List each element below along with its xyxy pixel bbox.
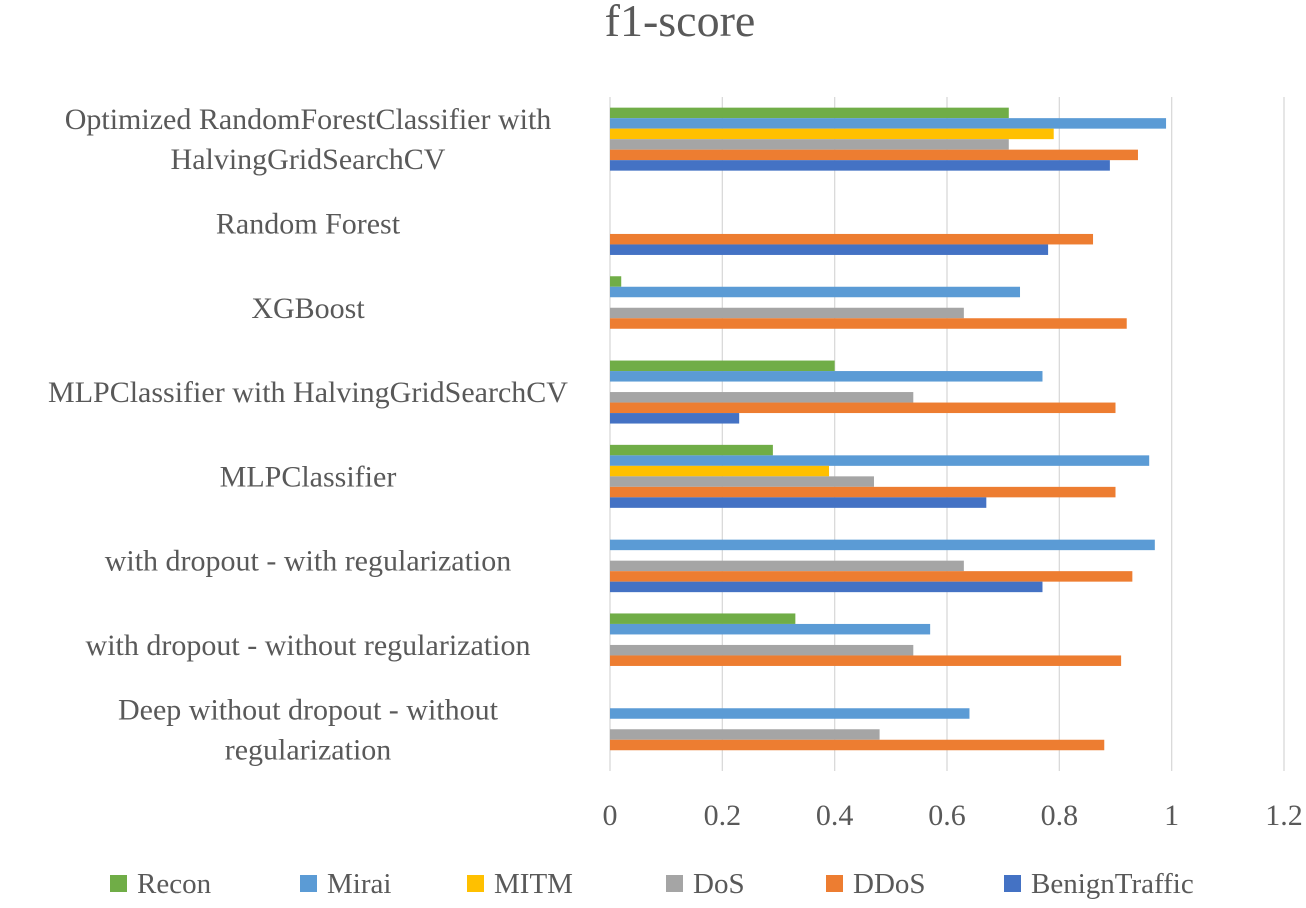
legend: Recon Mirai MITM DoS DDoS BenignTraffic — [110, 868, 1194, 900]
legend-swatch-ddos — [826, 875, 843, 892]
bar-ddos-5 — [610, 486, 1116, 498]
bar-recon-7 — [610, 613, 796, 624]
legend-swatch-dos — [666, 875, 683, 892]
bar-mirai-5 — [610, 455, 1150, 466]
bar-benigntraffic-6 — [610, 581, 1043, 593]
category-label: MLPClassifier — [220, 460, 397, 493]
gridlines — [609, 97, 1285, 771]
bar-recon-1 — [610, 107, 1009, 119]
category-label: with dropout - without regularization — [86, 629, 531, 662]
bar-mitm-1 — [610, 128, 1054, 140]
category-label: XGBoost — [251, 292, 365, 325]
category-label: regularization — [225, 733, 392, 766]
bar-dos-6 — [610, 560, 964, 572]
bar-mitm-5 — [610, 465, 830, 477]
bars — [610, 107, 1167, 751]
bar-dos-4 — [610, 392, 914, 403]
bar-ddos-2 — [610, 233, 1094, 245]
bar-dos-3 — [610, 307, 964, 319]
bar-mirai-4 — [610, 371, 1043, 382]
category-labels: Optimized RandomForestClassifier with Hal… — [48, 103, 568, 766]
x-axis-tick-labels: 0 0.2 0.4 0.6 0.8 1 1.2 — [603, 799, 1303, 832]
legend-label-benigntraffic: BenignTraffic — [1031, 868, 1194, 900]
x-tick-label: 0.6 — [928, 799, 966, 832]
bar-recon-5 — [610, 444, 773, 456]
bar-recon-4 — [610, 360, 835, 372]
bar-dos-1 — [610, 139, 1009, 150]
x-tick-label: 0.8 — [1041, 799, 1079, 832]
bar-benigntraffic-4 — [610, 413, 740, 424]
bar-benigntraffic-5 — [610, 497, 987, 508]
bar-mirai-7 — [610, 623, 931, 635]
bar-benigntraffic-1 — [610, 160, 1110, 171]
x-tick-label: 0 — [603, 799, 618, 832]
bar-ddos-6 — [610, 571, 1133, 582]
category-label: with dropout - with regularization — [105, 545, 512, 578]
legend-swatch-benigntraffic — [1004, 875, 1021, 892]
chart-title: f1-score — [605, 0, 756, 46]
category-label: HalvingGridSearchCV — [171, 143, 446, 176]
bar-benigntraffic-2 — [610, 244, 1049, 255]
x-tick-label: 1 — [1164, 799, 1179, 832]
legend-swatch-recon — [110, 875, 127, 892]
bar-mirai-6 — [610, 539, 1155, 551]
bar-mirai-8 — [610, 708, 970, 719]
bar-recon-3 — [610, 276, 622, 287]
bar-mirai-3 — [610, 286, 1021, 298]
category-label: Deep without dropout - without — [118, 693, 499, 726]
x-tick-label: 1.2 — [1265, 799, 1303, 832]
bar-dos-5 — [610, 476, 874, 487]
bar-ddos-4 — [610, 402, 1116, 414]
category-label: Optimized RandomForestClassifier with — [65, 103, 552, 136]
legend-swatch-mirai — [300, 875, 317, 892]
bar-dos-7 — [610, 644, 914, 656]
legend-label-mirai: Mirai — [327, 868, 391, 900]
legend-label-mitm: MITM — [494, 868, 573, 900]
bar-ddos-8 — [610, 739, 1105, 751]
bar-ddos-7 — [610, 655, 1122, 666]
x-tick-label: 0.4 — [816, 799, 854, 832]
legend-label-ddos: DDoS — [853, 868, 926, 900]
category-label: MLPClassifier with HalvingGridSearchCV — [48, 376, 568, 409]
bar-mirai-1 — [610, 118, 1167, 129]
legend-label-dos: DoS — [693, 868, 745, 900]
bar-ddos-3 — [610, 318, 1127, 329]
bar-dos-8 — [610, 729, 880, 740]
legend-label-recon: Recon — [137, 868, 212, 900]
x-tick-label: 0.2 — [704, 799, 742, 832]
bar-ddos-1 — [610, 149, 1138, 161]
legend-swatch-mitm — [467, 875, 484, 892]
category-label: Random Forest — [216, 207, 401, 240]
